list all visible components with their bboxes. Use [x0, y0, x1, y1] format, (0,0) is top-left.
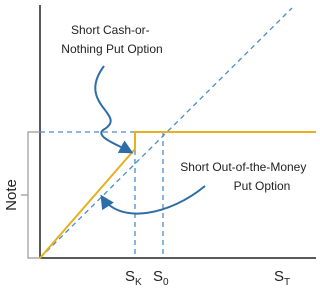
x-label: SK	[125, 268, 142, 288]
guides	[39, 7, 293, 259]
x-label-main: S	[153, 268, 163, 285]
arrow-1	[94, 65, 134, 154]
x-label-sub: 0	[163, 277, 169, 288]
x-label-main: S	[274, 268, 284, 285]
annotation-line: Put Option	[234, 179, 291, 193]
y-label: Note	[3, 179, 20, 211]
annotation-2: Short Out-of-the-Money Put Option	[180, 160, 309, 193]
arrow-2	[100, 185, 206, 215]
x-label-sub: T	[284, 277, 290, 288]
annotation-1: Short Cash-or- Nothing Put Option	[61, 23, 162, 56]
x-label: S0	[153, 268, 169, 288]
annotation-line: Short Out-of-the-Money	[180, 160, 306, 174]
annotation-line: Nothing Put Option	[61, 42, 162, 56]
payoff-line	[39, 131, 316, 259]
annotation-line: Short Cash-or-	[71, 23, 150, 37]
x-label-sub: K	[135, 277, 142, 288]
note-bracket	[21, 131, 40, 259]
x-label: ST	[274, 268, 290, 288]
x-label-main: S	[125, 268, 135, 285]
